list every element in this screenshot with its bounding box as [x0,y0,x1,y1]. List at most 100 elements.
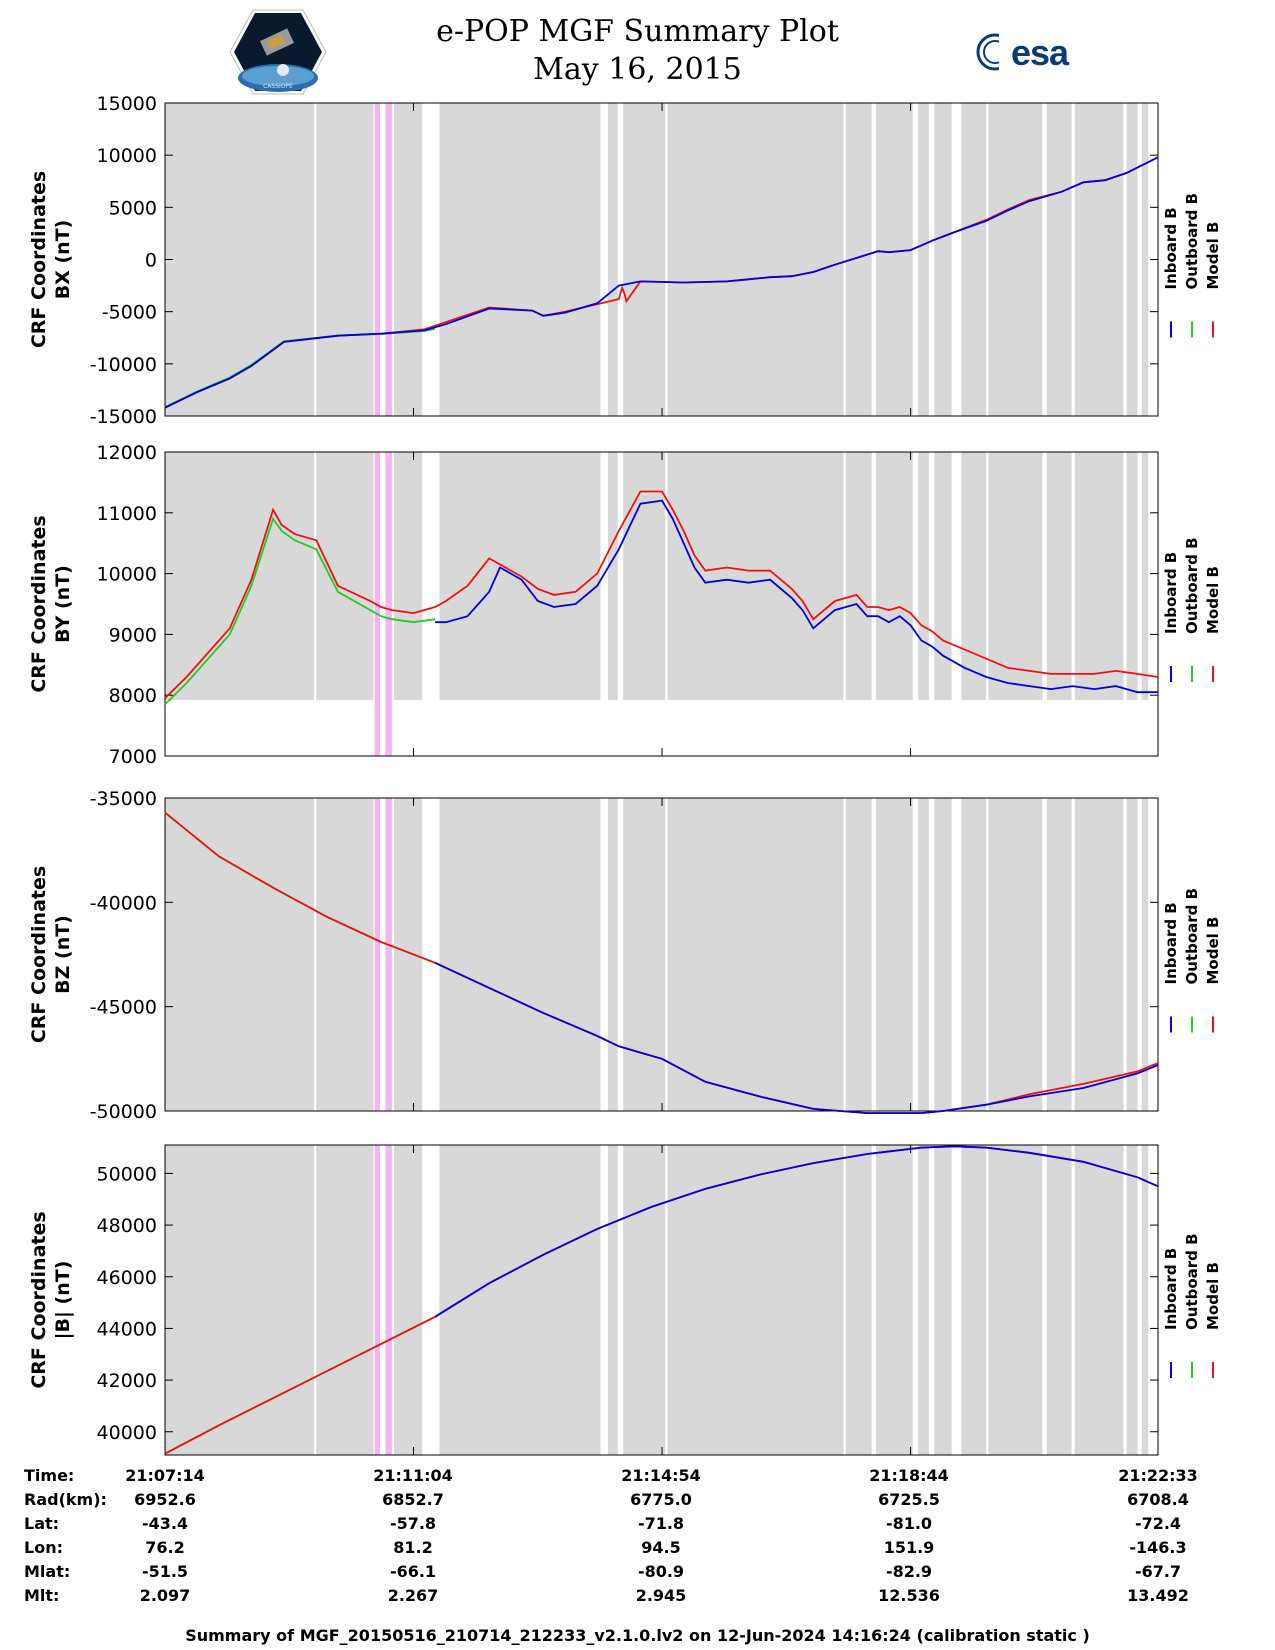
ephemeris-value: 13.492 [1127,1586,1189,1605]
ephemeris-value: 76.2 [145,1538,185,1557]
y-tick-label: 48000 [97,1215,157,1237]
logo-caption: CASSIOPE [263,83,293,90]
gray-band [623,103,666,416]
gray-band [1074,103,1124,416]
ephemeris-value: 151.9 [883,1538,935,1557]
ephemeris-value: -82.9 [885,1562,933,1581]
gray-band [394,798,423,1111]
gray-band [875,798,913,1111]
ephemeris-value: 6708.4 [1127,1490,1189,1509]
ephemeris-row-label: Mlat: [24,1562,71,1581]
gray-band [875,1145,913,1455]
page-title-line1: e-POP MGF Summary Plot [436,14,839,49]
ephemeris-value: 6725.5 [878,1490,940,1509]
ephemeris-value: 6952.6 [134,1490,196,1509]
pink-band [385,452,392,756]
ephemeris-value: 21:11:04 [373,1466,453,1485]
gray-band [316,1145,374,1455]
gray-band [608,103,618,416]
ephemeris-value: 6852.7 [382,1490,444,1509]
y-tick-label: 7000 [109,746,157,768]
y-tick-label: -5000 [102,302,157,324]
legend-label: Outboard B [1183,193,1201,290]
gray-band [934,798,952,1111]
ephemeris-value: -66.1 [389,1562,437,1581]
ephemeris-row-label: Time: [24,1466,75,1485]
ephemeris-value: 21:22:33 [1118,1466,1198,1485]
y-tick-label: 40000 [97,1422,157,1444]
gray-band [316,103,374,416]
y-tick-label: 10000 [97,145,157,167]
ephemeris-value: -80.9 [637,1562,685,1581]
legend-label: Outboard B [1183,888,1201,985]
y-tick-label: -10000 [90,354,157,376]
gray-band [875,103,913,416]
ephemeris-value: 81.2 [393,1538,433,1557]
y-tick-label: -40000 [90,892,157,914]
pink-band [374,1145,381,1455]
y-tick-label: 50000 [97,1163,157,1185]
gray-band [1074,798,1124,1111]
gray-band [165,452,315,701]
ephemeris-value: -72.4 [1134,1514,1182,1533]
ephemeris-value: -51.5 [141,1562,189,1581]
gray-band [1126,452,1138,701]
gray-band [988,103,1043,416]
pink-band [385,1145,392,1455]
ephemeris-value: -81.0 [885,1514,933,1533]
ephemeris-value: 21:14:54 [621,1466,701,1485]
gray-band [845,1145,872,1455]
y-tick-label: 0 [145,250,157,272]
y-axis-sublabel: BZ (nT) [52,915,74,994]
gray-band [667,103,844,416]
ephemeris-row-label: Mlt: [24,1586,60,1605]
legend-label: Model B [1204,917,1222,985]
ephemeris-value: 2.945 [635,1586,687,1605]
y-axis-label: CRF Coordinates [28,866,50,1043]
legend-label: Model B [1204,222,1222,290]
gray-band [934,452,952,701]
gray-band [608,1145,618,1455]
gray-band [608,798,618,1111]
ephemeris-value: -71.8 [637,1514,685,1533]
pink-band [374,798,381,1111]
series-line-outboard-b [164,516,436,705]
ephemeris-value: 2.097 [139,1586,191,1605]
y-tick-label: 44000 [97,1318,157,1340]
gray-band [1046,1145,1072,1455]
gray-band [623,798,666,1111]
y-tick-label: 10000 [97,564,157,586]
gray-band [934,103,952,416]
gray-band [1141,798,1149,1111]
gray-band [667,1145,844,1455]
gray-band [316,798,374,1111]
y-tick-label: 42000 [97,1370,157,1392]
gray-band [918,452,929,701]
gray-band [667,452,844,701]
plot-frame [164,797,1159,1112]
ephemeris-value: 21:18:44 [869,1466,949,1485]
page-title-line2: May 16, 2015 [533,52,742,87]
legend-label: Inboard B [1162,207,1180,289]
gray-band [1046,103,1072,416]
esa-logo-text: esa [1011,32,1069,73]
legend-label: Inboard B [1162,1248,1180,1330]
gray-band [934,1145,952,1455]
pink-band [374,103,381,416]
series-line-model-b [164,490,1159,699]
gray-band [1126,798,1138,1111]
y-axis-label: CRF Coordinates [28,171,50,348]
gray-band [1141,103,1149,416]
y-tick-label: 11000 [97,503,157,525]
gray-band [1141,452,1149,701]
y-axis-label: CRF Coordinates [28,515,50,692]
gray-band [988,452,1043,701]
gray-band [961,798,987,1111]
gray-band [165,798,315,1111]
gray-band [988,1145,1043,1455]
legend-label: Model B [1204,1262,1222,1330]
gray-band [918,103,929,416]
ephemeris-value: 94.5 [641,1538,681,1557]
ephemeris-value: -67.7 [1134,1562,1182,1581]
